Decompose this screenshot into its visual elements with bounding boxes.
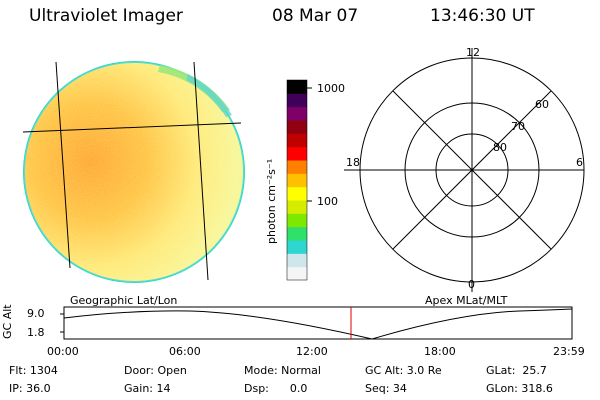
altitude-curve (63, 308, 573, 340)
altitude-plot (60, 306, 573, 340)
colorbar (286, 79, 312, 281)
time-label: 13:46:30 UT (430, 6, 535, 26)
colorbar-band (287, 213, 307, 228)
altitude-ytick-9: 9.0 (27, 307, 45, 320)
uv-image-disk (23, 61, 245, 283)
colorbar-band (287, 93, 307, 108)
info-gc-alt: GC Alt: 3.0 Re (365, 364, 442, 377)
colorbar-tick-100: 100 (317, 195, 338, 208)
colorbar-band (287, 146, 307, 161)
colorbar-band (287, 80, 307, 94)
colorbar-band (287, 186, 307, 201)
colorbar-band (287, 200, 307, 214)
mlt-label-0: 0 (468, 278, 475, 291)
geographic-caption: Geographic Lat/Lon (70, 294, 178, 307)
info-dsp: Dsp: 0.0 (244, 382, 308, 395)
info-door: Door: Open (124, 364, 187, 377)
date-label: 08 Mar 07 (272, 6, 359, 26)
xtick-0600: 06:00 (169, 345, 201, 358)
info-ip: IP: 36.0 (9, 382, 51, 395)
xtick-0000: 00:00 (47, 345, 79, 358)
xtick-2359: 23:59 (553, 345, 585, 358)
app-title: Ultraviolet Imager (29, 6, 183, 26)
xtick-1800: 18:00 (424, 345, 456, 358)
colorbar-band (287, 253, 307, 268)
info-glon: GLon: 318.6 (486, 382, 553, 395)
colorbar-band (287, 160, 307, 174)
colorbar-band (287, 266, 307, 281)
mlt-label-12: 12 (466, 46, 480, 59)
colorbar-band (287, 173, 307, 188)
colorbar-band (287, 240, 307, 254)
colorbar-band (287, 106, 307, 121)
polar-plot (344, 48, 585, 292)
info-seq: Seq: 34 (365, 382, 407, 395)
colorbar-band (287, 133, 307, 148)
colorbar-tick-1000: 1000 (317, 82, 345, 95)
mlt-label-18: 18 (346, 156, 360, 169)
lat-label-60: 60 (535, 98, 549, 111)
info-mode: Mode: Normal (244, 364, 321, 377)
apex-caption: Apex MLat/MLT (425, 294, 508, 307)
mlt-label-6: 6 (576, 156, 583, 169)
info-gain: Gain: 14 (124, 382, 171, 395)
geographic-grid (22, 61, 242, 281)
colorbar-band (287, 120, 307, 134)
xtick-1200: 12:00 (296, 345, 328, 358)
colorbar-band (287, 226, 307, 241)
info-flt: Flt: 1304 (9, 364, 58, 377)
lat-label-70: 70 (511, 120, 525, 133)
lat-label-80: 80 (493, 141, 507, 154)
altitude-ytick-1-8: 1.8 (27, 326, 45, 339)
colorbar-unit-label: photon cm⁻²s⁻¹ (265, 158, 278, 244)
info-glat: GLat: 25.7 (486, 364, 547, 377)
altitude-ylabel: GC Alt (1, 304, 14, 339)
